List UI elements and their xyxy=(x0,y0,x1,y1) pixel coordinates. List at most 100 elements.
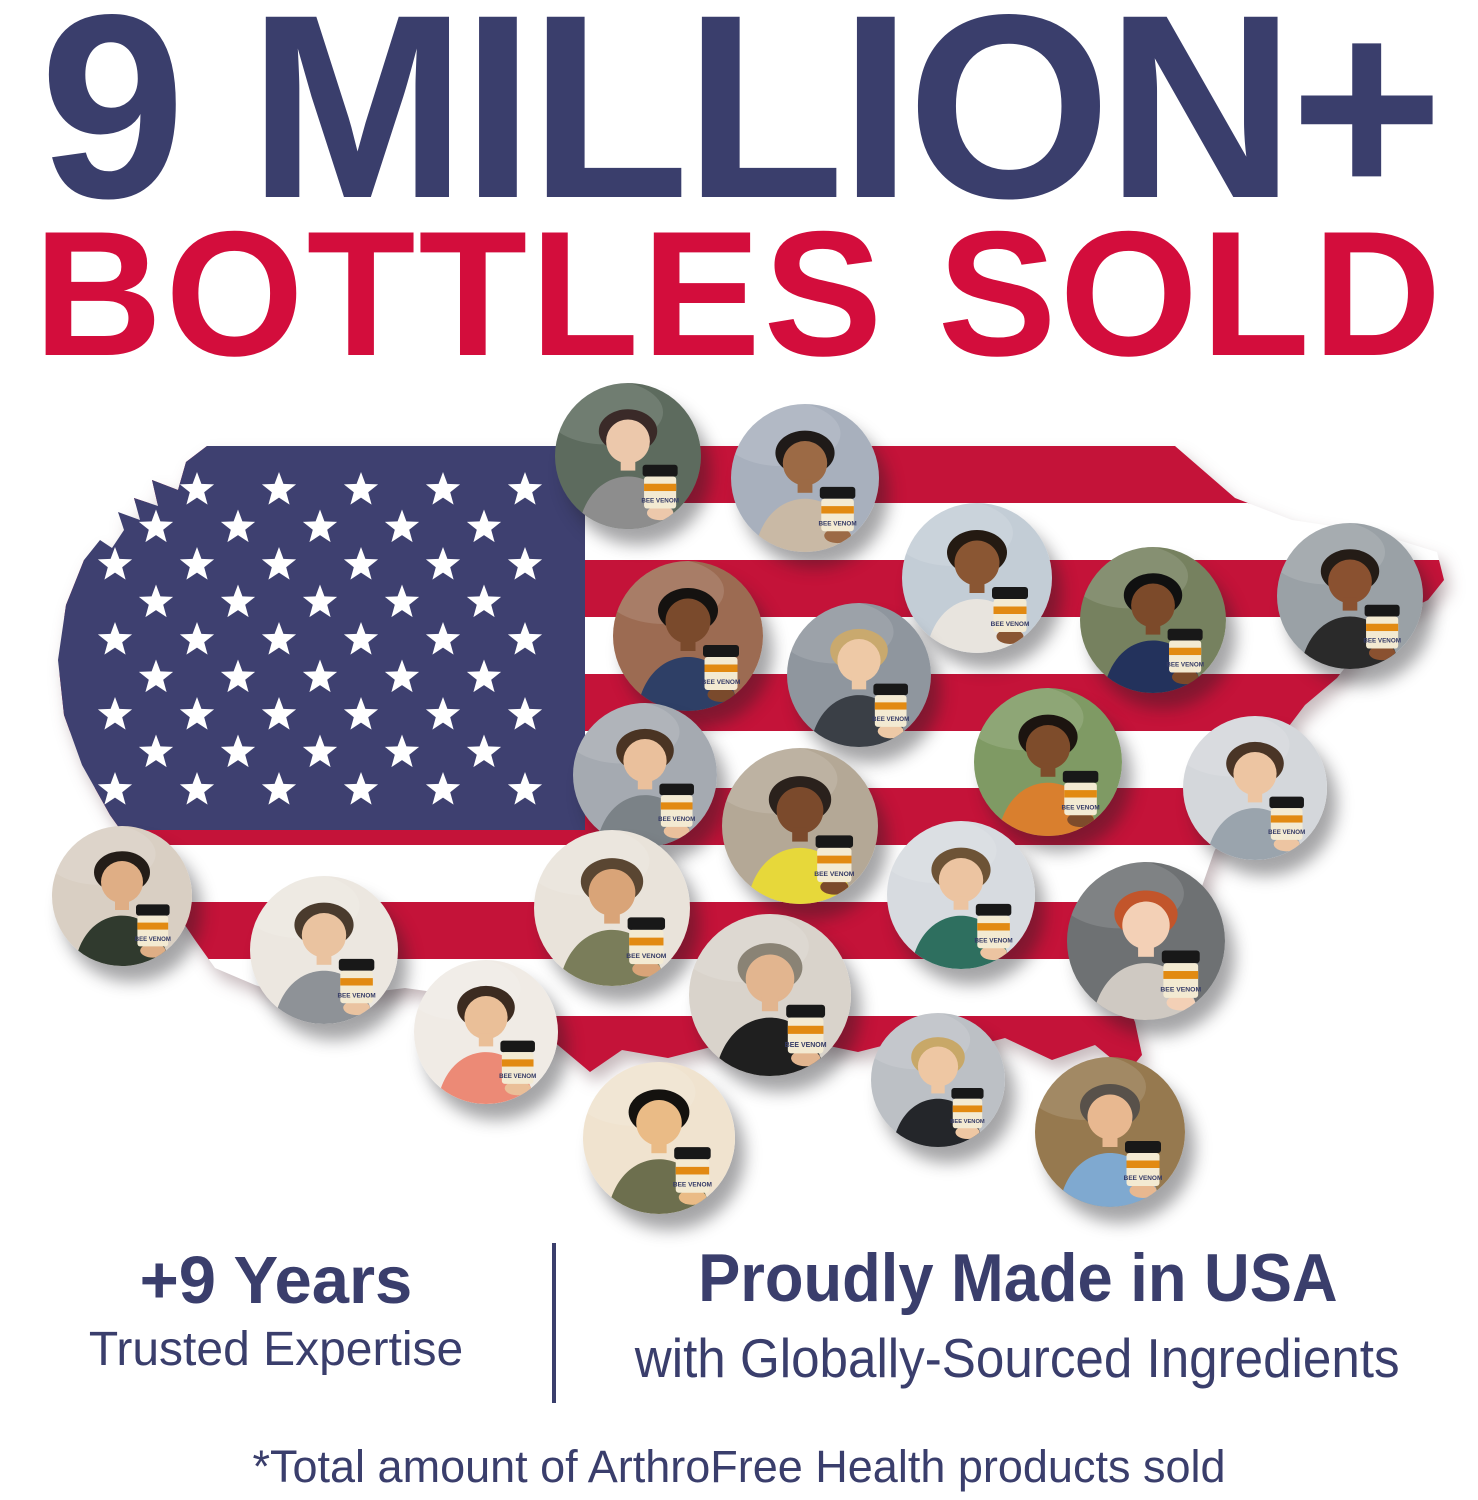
flag-star-icon xyxy=(302,584,338,618)
face-shape xyxy=(301,913,347,958)
customer-photo-placeholder: BEE VENOM xyxy=(689,914,851,1076)
customer-photo-placeholder: BEE VENOM xyxy=(731,404,879,552)
flag-star-icon xyxy=(343,547,379,580)
product-jar-icon: BEE VENOM xyxy=(499,1040,536,1096)
footer-left-block: +9 Years Trusted Expertise xyxy=(0,1247,552,1377)
jar-label-text: BEE VENOM xyxy=(1061,804,1099,811)
jar-label-text: BEE VENOM xyxy=(1363,638,1401,645)
face-shape xyxy=(776,787,824,834)
face-shape xyxy=(917,1046,959,1087)
flag-star-icon xyxy=(179,697,215,730)
product-jar-icon: BEE VENOM xyxy=(818,486,857,544)
testimonial-photo-woman-glasses-dark-hair: BEE VENOM xyxy=(555,383,701,529)
flag-star-icon xyxy=(507,547,543,580)
jar-label-text: BEE VENOM xyxy=(658,816,695,823)
product-jar-icon: BEE VENOM xyxy=(991,587,1030,644)
testimonial-photo-woman-pink-jacket: BEE VENOM xyxy=(414,960,558,1104)
product-jar-icon: BEE VENOM xyxy=(1363,604,1401,661)
jar-label-text: BEE VENOM xyxy=(1160,987,1201,994)
jar-label-text: BEE VENOM xyxy=(135,937,171,943)
testimonial-photo-woman-blonde-bob: BEE VENOM xyxy=(871,1013,1005,1147)
flag-star-icon xyxy=(466,734,502,768)
testimonial-photo-woman-redhead: BEE VENOM xyxy=(1067,862,1225,1020)
product-jar-icon: BEE VENOM xyxy=(673,1147,712,1205)
flag-star-icon xyxy=(179,772,215,805)
made-in-usa-title: Proudly Made in USA xyxy=(697,1240,1338,1316)
customer-photo-placeholder: BEE VENOM xyxy=(722,748,878,904)
jar-label-text: BEE VENOM xyxy=(499,1073,536,1080)
testimonial-photo-woman-flowers: BEE VENOM xyxy=(974,688,1122,836)
testimonial-photo-man-selfie-smile: BEE VENOM xyxy=(583,1062,735,1214)
flag-star-icon xyxy=(220,734,256,768)
years-stat-subtitle: Trusted Expertise xyxy=(88,1323,464,1376)
face-shape xyxy=(1131,583,1175,628)
customer-photo-placeholder: BEE VENOM xyxy=(1080,547,1226,693)
flag-star-icon xyxy=(220,584,256,618)
flag-star-icon xyxy=(384,509,420,543)
product-jar-icon: BEE VENOM xyxy=(1124,1141,1162,1198)
face-shape xyxy=(464,996,508,1040)
testimonial-photo-woman-curly-hand: BEE VENOM xyxy=(534,830,690,986)
face-shape xyxy=(623,739,667,783)
face-shape xyxy=(1025,725,1071,770)
testimonial-photo-man-outdoors-thumbs-up: BEE VENOM xyxy=(1080,547,1226,693)
testimonial-photo-man-glasses-blue-shirt: BEE VENOM xyxy=(1035,1057,1185,1207)
jar-label-text: BEE VENOM xyxy=(814,871,855,878)
customer-photo-placeholder: BEE VENOM xyxy=(573,703,717,847)
customer-photo-placeholder: BEE VENOM xyxy=(787,603,931,747)
face-shape xyxy=(606,419,650,464)
jar-label-text: BEE VENOM xyxy=(702,679,741,686)
product-jar-icon: BEE VENOM xyxy=(702,645,741,702)
jar-label-text: BEE VENOM xyxy=(337,992,375,999)
customer-photo-placeholder: BEE VENOM xyxy=(555,383,701,529)
footer-right-block: Proudly Made in USA with Globally-Source… xyxy=(557,1244,1478,1390)
flag-star-icon xyxy=(220,659,256,693)
product-jar-icon: BEE VENOM xyxy=(974,903,1013,961)
years-stat-title: +9 Years xyxy=(139,1243,413,1318)
flag-star-icon xyxy=(384,584,420,618)
testimonial-photo-man-glasses-gray-tee: BEE VENOM xyxy=(250,876,398,1024)
jar-label-text: BEE VENOM xyxy=(1166,662,1204,669)
flag-star-icon xyxy=(507,622,543,655)
product-jar-icon: BEE VENOM xyxy=(1061,770,1100,828)
flag-star-icon xyxy=(138,659,174,693)
footer-divider xyxy=(552,1243,556,1403)
jar-label-text: BEE VENOM xyxy=(991,621,1030,628)
product-jar-icon: BEE VENOM xyxy=(1160,950,1201,1011)
testimonial-photo-woman-braids: BEE VENOM xyxy=(902,503,1052,653)
testimonial-photo-woman-curly-laughing: BEE VENOM xyxy=(1277,523,1423,669)
customer-photo-placeholder: BEE VENOM xyxy=(871,1013,1005,1147)
jar-label-text: BEE VENOM xyxy=(641,498,679,505)
face-shape xyxy=(1328,559,1372,604)
jar-label-text: BEE VENOM xyxy=(673,1182,712,1189)
customer-photo-placeholder: BEE VENOM xyxy=(583,1062,735,1214)
flag-star-icon xyxy=(261,472,297,505)
face-shape xyxy=(636,1100,682,1146)
testimonial-photo-woman-glasses-yellow: BEE VENOM xyxy=(722,748,878,904)
customer-photo-placeholder: BEE VENOM xyxy=(414,960,558,1104)
flag-star-icon xyxy=(507,472,543,505)
flag-star-icon xyxy=(507,772,543,805)
customer-photo-placeholder: BEE VENOM xyxy=(974,688,1122,836)
product-jar-icon: BEE VENOM xyxy=(658,783,695,839)
flag-star-icon xyxy=(466,659,502,693)
jar-label-text: BEE VENOM xyxy=(1268,829,1305,836)
customer-photo-placeholder: BEE VENOM xyxy=(52,826,192,966)
jar-label-text: BEE VENOM xyxy=(818,520,856,527)
flag-star-icon xyxy=(466,584,502,618)
flag-star-icon xyxy=(343,772,379,805)
testimonial-photo-woman-thumbs-up: BEE VENOM xyxy=(731,404,879,552)
face-shape xyxy=(782,441,828,486)
flag-star-icon xyxy=(97,697,133,730)
product-jar-icon: BEE VENOM xyxy=(872,683,909,739)
flag-star-icon xyxy=(179,622,215,655)
flag-star-icon xyxy=(343,472,379,505)
product-jar-icon: BEE VENOM xyxy=(1166,628,1204,685)
footnote-text: *Total amount of ArthroFree Health produ… xyxy=(252,1441,1226,1492)
flag-star-icon xyxy=(220,509,256,543)
flag-star-icon xyxy=(343,622,379,655)
face-shape xyxy=(745,954,795,1004)
face-shape xyxy=(588,869,636,916)
